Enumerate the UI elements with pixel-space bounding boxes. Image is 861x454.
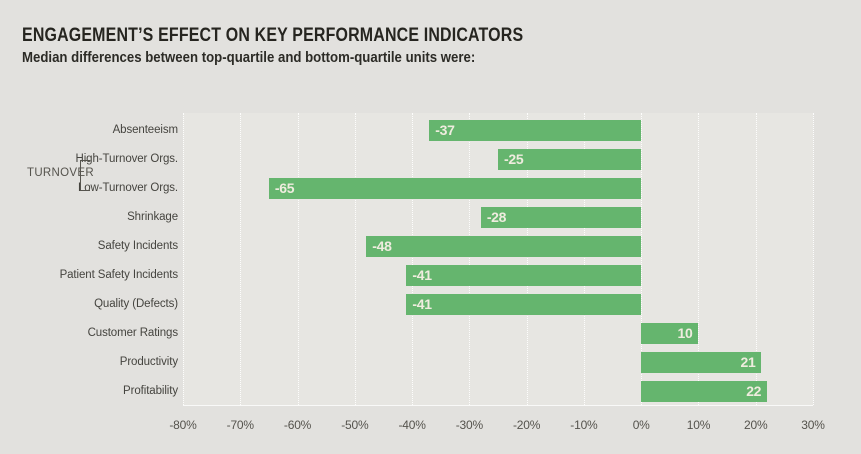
chart-subtitle: Median differences between top-quartile …	[22, 49, 476, 66]
x-tick-label: -70%	[226, 418, 254, 432]
bar-value-label: 22	[746, 383, 762, 399]
category-label: Customer Ratings	[87, 327, 179, 339]
gridline	[526, 113, 528, 405]
gridline	[240, 113, 242, 405]
bar: -48	[366, 236, 642, 257]
x-tick-label: 20%	[744, 418, 768, 432]
chart-title: ENGAGEMENT’S EFFECT ON KEY PERFORMANCE I…	[22, 25, 524, 46]
category-label: Low-Turnover Orgs.	[77, 182, 178, 194]
turnover-group-label: TURNOVER	[27, 167, 94, 179]
category-label: Shrinkage	[127, 211, 178, 223]
category-label: Profitability	[123, 385, 178, 397]
bar-value-label: -41	[412, 296, 432, 312]
bar: 21	[641, 352, 762, 373]
bar: -28	[480, 207, 642, 228]
x-tick-label: -20%	[513, 418, 541, 432]
x-tick-label: 30%	[801, 418, 825, 432]
gridline	[698, 113, 700, 405]
gridline	[354, 113, 356, 405]
bar: -41	[406, 294, 642, 315]
x-tick-label: -50%	[341, 418, 369, 432]
bar: -25	[498, 149, 642, 170]
bar-value-label: -25	[504, 151, 524, 167]
bar: 22	[641, 381, 768, 402]
x-tick-label: -60%	[283, 418, 312, 432]
bar: -65	[268, 178, 642, 199]
gridline	[469, 113, 471, 405]
gridline	[641, 113, 643, 405]
turnover-bracket	[80, 159, 90, 191]
category-label: Productivity	[119, 356, 178, 368]
gridline	[813, 113, 814, 405]
bar: -41	[406, 265, 642, 286]
x-tick-label: -40%	[398, 418, 426, 432]
bar-value-label: -28	[486, 209, 507, 225]
x-tick-label: -30%	[455, 418, 483, 432]
gridline	[183, 113, 184, 405]
category-label: High-Turnover Orgs.	[75, 153, 179, 165]
category-axis: Absenteeism High-Turnover Orgs. Low-Turnov…	[0, 113, 179, 405]
bar-value-label: -48	[372, 238, 392, 254]
category-label: Absenteeism	[112, 124, 178, 136]
category-label: Safety Incidents	[97, 240, 178, 252]
gridline	[583, 113, 585, 405]
bar-value-label: -41	[412, 267, 432, 283]
x-tick-label: -80%	[169, 418, 197, 432]
plot-area: -37 -25 -65 -28 -48 -41 -41 10 21 22	[183, 113, 814, 406]
category-label: Patient Safety Incidents	[59, 269, 179, 281]
gridline	[412, 113, 414, 405]
bar-value-label: 10	[677, 325, 693, 341]
x-tick-label: -10%	[570, 418, 598, 432]
bar: 10	[641, 323, 699, 344]
bar-value-label: 21	[740, 354, 756, 370]
bar-value-label: -65	[274, 180, 295, 196]
bar-value-label: -37	[435, 122, 455, 138]
gridline	[755, 113, 757, 405]
bar: -37	[429, 120, 642, 141]
x-tick-label: 10%	[686, 418, 711, 432]
x-axis-ticks: -80% -70% -60% -50% -40% -30% -20% -10% 0% 10% 20%…	[169, 418, 825, 434]
x-tick-label: 0%	[632, 418, 650, 432]
category-label: Quality (Defects)	[94, 298, 178, 310]
gridline	[297, 113, 299, 405]
